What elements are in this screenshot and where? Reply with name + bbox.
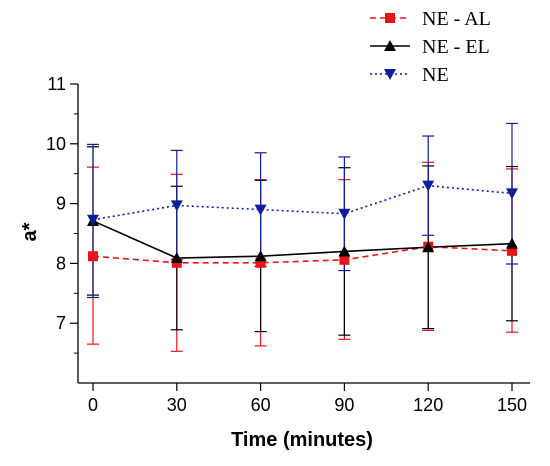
data-point-ne-el xyxy=(422,241,435,253)
legend-label-ne-al: NE - AL xyxy=(422,8,491,30)
data-point-ne xyxy=(87,214,99,226)
legend-label-ne-el: NE - EL xyxy=(422,36,490,58)
x-tick-label: 30 xyxy=(167,395,187,415)
y-tick-label: 9 xyxy=(56,194,66,214)
data-point-ne xyxy=(422,180,435,192)
data-point-ne-al xyxy=(255,257,266,268)
series-markers xyxy=(87,180,518,268)
data-point-ne-el xyxy=(506,237,518,249)
series-line-ne xyxy=(92,184,513,221)
y-axis-title: a* xyxy=(19,222,41,241)
data-point-ne xyxy=(338,208,351,220)
legend: NE - AL NE - EL NE xyxy=(370,8,491,86)
x-axis-title: Time (minutes) xyxy=(231,429,373,451)
series-line-ne-el xyxy=(92,220,513,259)
data-point-ne xyxy=(170,200,183,212)
data-point-ne-el xyxy=(170,252,183,264)
series-lines xyxy=(92,184,513,264)
x-tick-label: 60 xyxy=(251,395,271,415)
data-point-ne-al xyxy=(507,245,517,256)
x-tick-label: 0 xyxy=(88,395,98,415)
y-tick-label: 7 xyxy=(56,313,66,333)
x-tick-label: 120 xyxy=(413,395,443,415)
data-point-ne xyxy=(254,204,267,216)
tick-labels: 7 8 9 10 11 0 30 60 90 120 150 xyxy=(46,74,527,415)
x-tick-label: 150 xyxy=(497,395,527,415)
y-tick-label: 10 xyxy=(46,134,66,154)
legend-marker-ne xyxy=(384,69,396,80)
legend-marker-ne-el xyxy=(384,40,396,51)
axes xyxy=(70,83,530,391)
data-point-ne-al xyxy=(88,251,98,262)
y-tick-label: 11 xyxy=(47,74,66,94)
x-tick-label: 90 xyxy=(334,395,354,415)
data-point-ne xyxy=(506,188,518,200)
y-tick-label: 8 xyxy=(56,253,66,273)
legend-label-ne: NE xyxy=(422,64,449,86)
error-bars xyxy=(87,122,518,352)
data-point-ne-el xyxy=(338,245,351,257)
data-point-ne-el xyxy=(254,250,267,262)
legend-marker-ne-al xyxy=(385,13,395,23)
data-point-ne-al xyxy=(339,254,350,265)
